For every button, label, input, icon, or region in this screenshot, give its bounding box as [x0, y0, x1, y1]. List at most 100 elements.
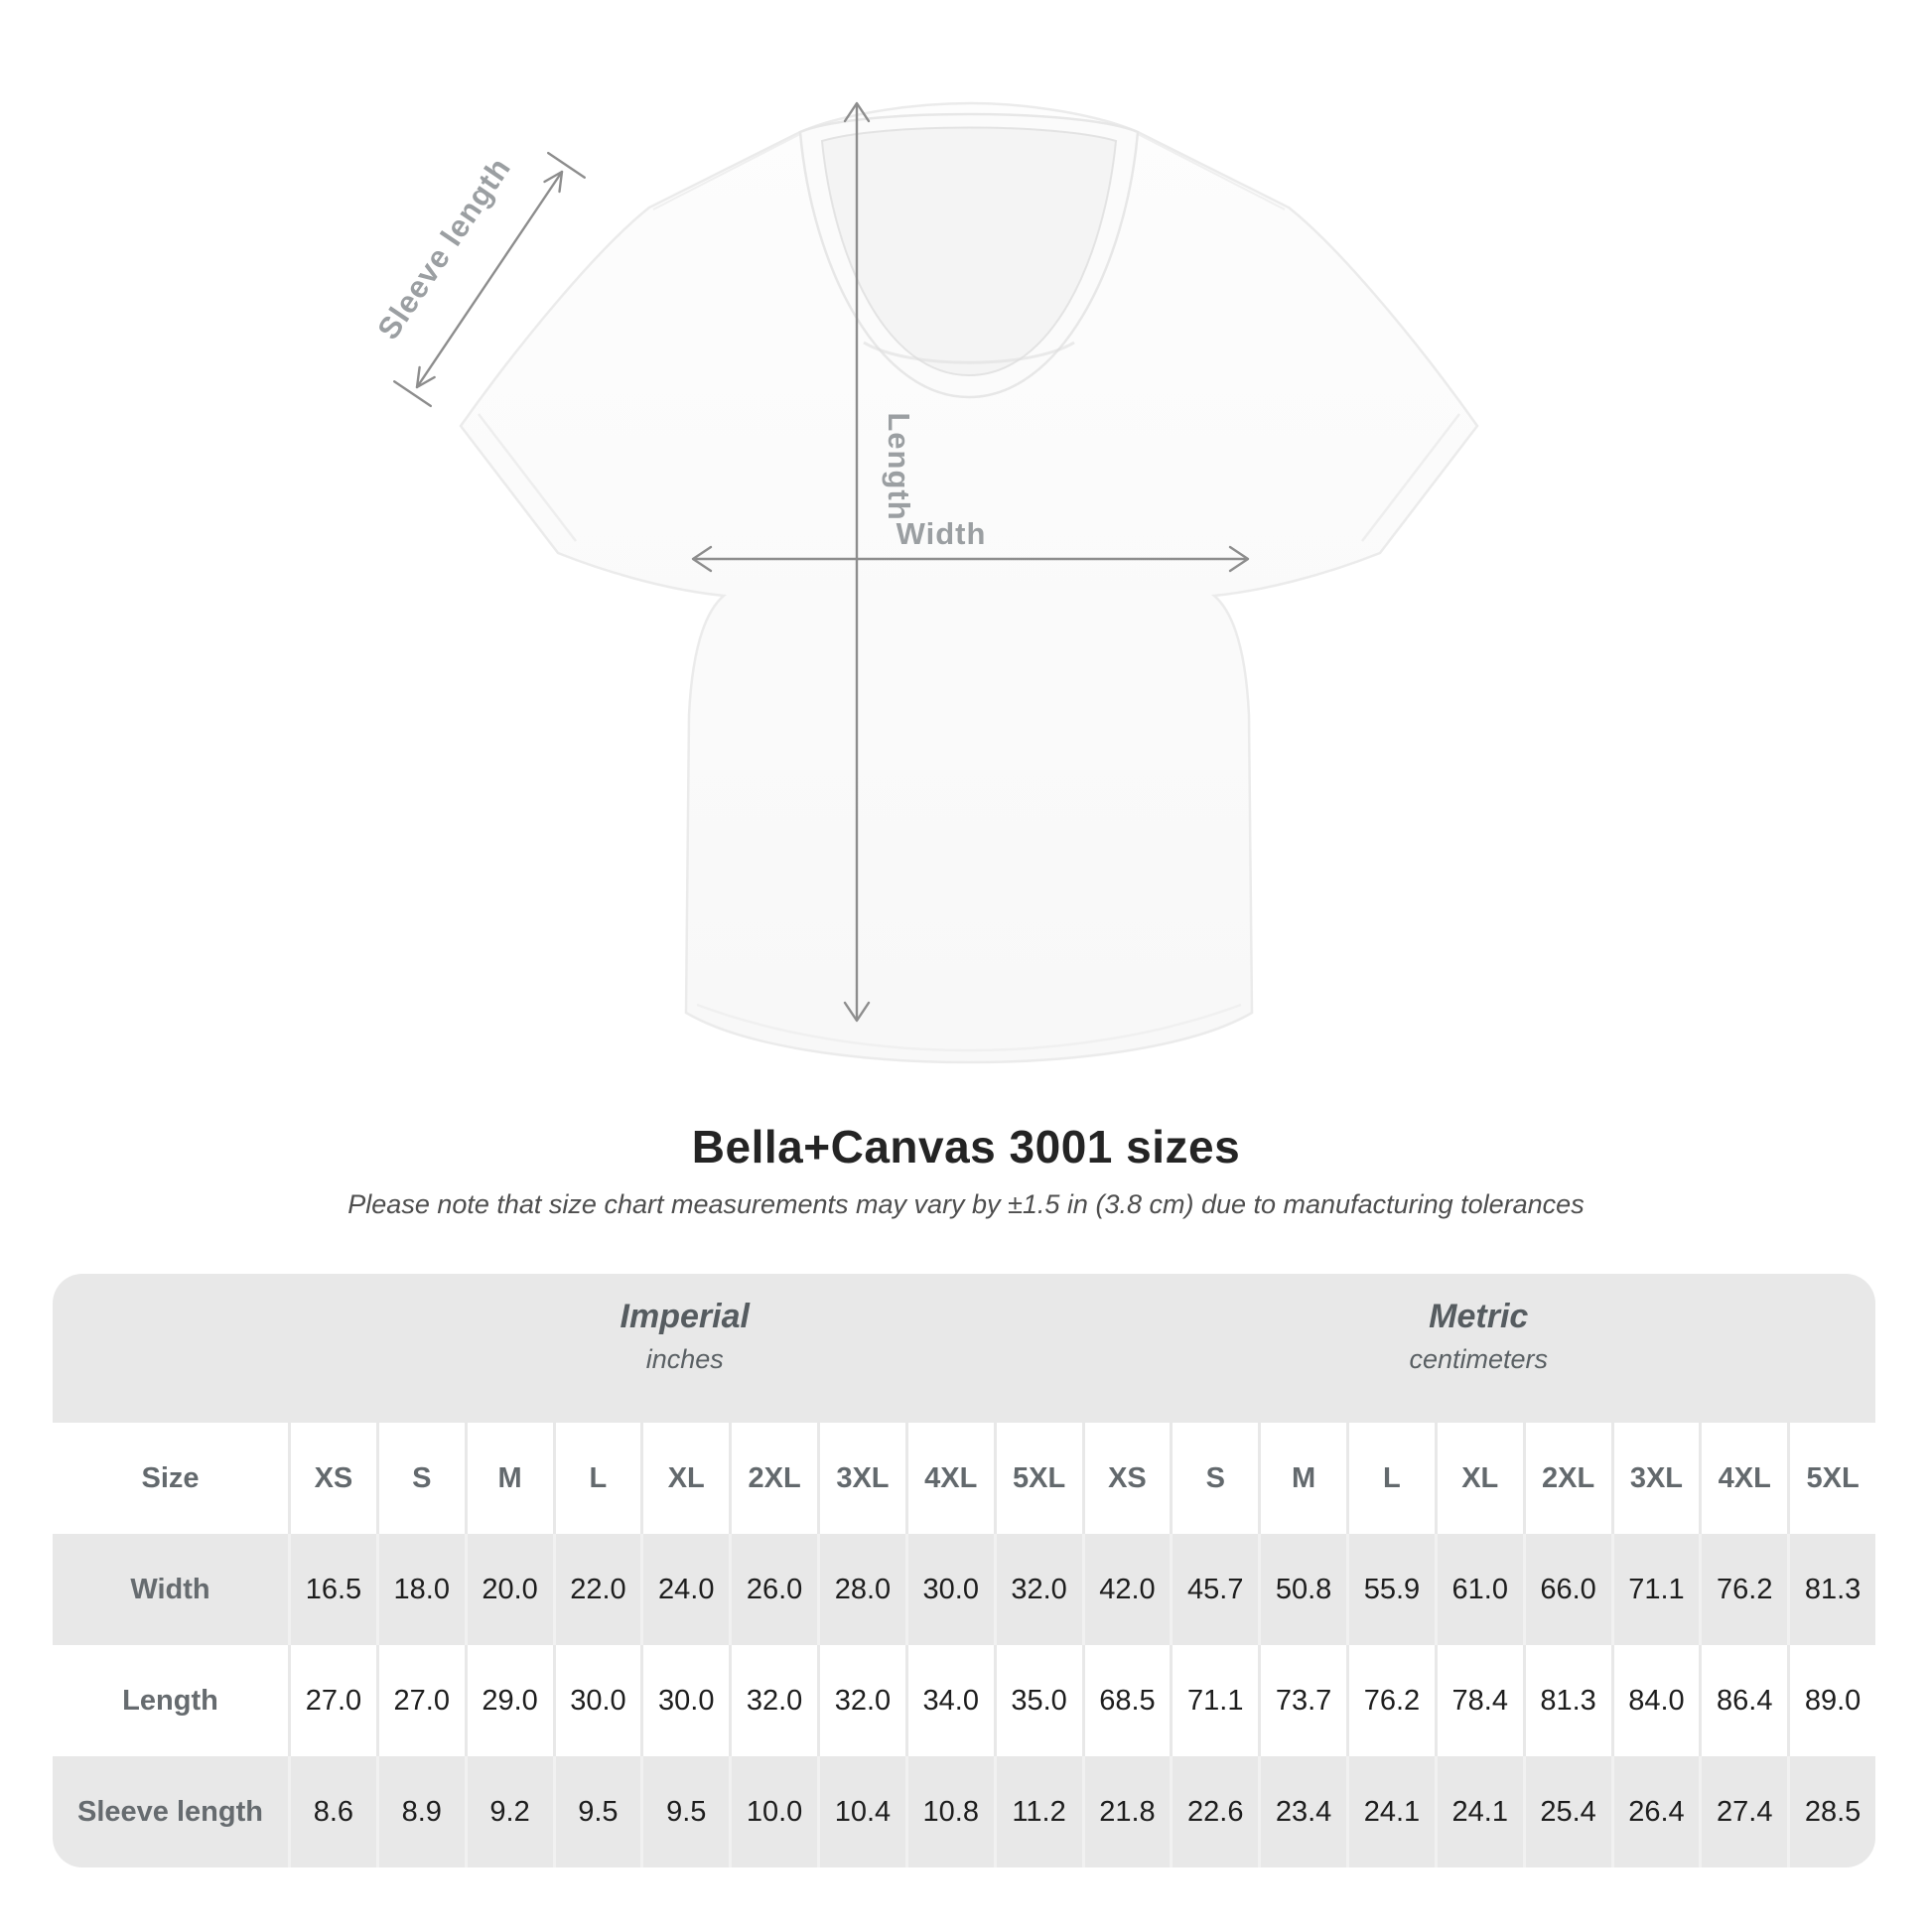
size-header-cell: M — [1258, 1423, 1346, 1534]
value-cell: 27.0 — [375, 1645, 465, 1756]
value-cell: 24.0 — [640, 1534, 729, 1645]
size-header-cell: 2XL — [729, 1423, 817, 1534]
value-cell: 89.0 — [1787, 1645, 1875, 1756]
width-dimension-arrow — [691, 545, 1250, 573]
row-label-cell: Width — [130, 1573, 210, 1605]
value-cell: 18.0 — [375, 1534, 465, 1645]
size-header-cell: L — [1346, 1423, 1435, 1534]
value-cell: 34.0 — [904, 1645, 994, 1756]
value-cell: 10.0 — [729, 1756, 817, 1867]
value-cell: 81.3 — [1522, 1645, 1611, 1756]
value-cell: 9.2 — [464, 1756, 553, 1867]
size-header-cell: XS — [1081, 1423, 1171, 1534]
value-cell: 24.1 — [1434, 1756, 1523, 1867]
metric-label: Metric — [1429, 1298, 1529, 1335]
size-header-cell: 5XL — [993, 1423, 1082, 1534]
value-cell: 9.5 — [640, 1756, 729, 1867]
metric-sublabel: centimeters — [1409, 1344, 1549, 1374]
row-label-cell: Length — [122, 1684, 218, 1717]
table-row-sleeve-length: Sleeve length 8.6 8.9 9.2 9.5 9.5 10.0 1… — [53, 1756, 1875, 1867]
length-dimension-arrow — [843, 101, 871, 1023]
imperial-label: Imperial — [620, 1298, 750, 1335]
tshirt-measurement-diagram: Length Width Sleeve length — [370, 101, 1479, 1064]
value-cell: 8.9 — [375, 1756, 465, 1867]
value-cell: 61.0 — [1434, 1534, 1523, 1645]
size-header-cell: 2XL — [1522, 1423, 1611, 1534]
value-cell: 32.0 — [993, 1534, 1082, 1645]
shoulder-seam-right — [1137, 133, 1286, 210]
width-label: Width — [897, 516, 987, 551]
tshirt-body — [459, 101, 1479, 1064]
cuff-seam-right — [1361, 413, 1460, 542]
value-cell: 76.2 — [1346, 1645, 1435, 1756]
size-header-cell: 4XL — [904, 1423, 994, 1534]
value-cell: 86.4 — [1699, 1645, 1787, 1756]
value-cell: 27.0 — [288, 1645, 376, 1756]
table-row-width: Width 16.5 18.0 20.0 22.0 24.0 26.0 28.0… — [53, 1534, 1875, 1645]
value-cell: 76.2 — [1699, 1534, 1787, 1645]
value-cell: 68.5 — [1081, 1645, 1171, 1756]
value-cell: 30.0 — [552, 1645, 641, 1756]
size-column-header: Size — [141, 1461, 200, 1494]
unit-band-spacer — [53, 1274, 288, 1423]
sleeve-length-label: Sleeve length — [370, 151, 517, 345]
value-cell: 81.3 — [1787, 1534, 1875, 1645]
value-cell: 23.4 — [1258, 1756, 1346, 1867]
value-cell: 10.8 — [904, 1756, 994, 1867]
size-header-cell: XL — [1434, 1423, 1523, 1534]
tolerance-note: Please note that size chart measurements… — [347, 1189, 1585, 1219]
size-header-cell: 3XL — [1610, 1423, 1700, 1534]
value-cell: 71.1 — [1170, 1645, 1258, 1756]
size-header-cell: 3XL — [817, 1423, 905, 1534]
size-header-cell: XS — [288, 1423, 376, 1534]
unit-band: Imperial inches Metric centimeters — [53, 1274, 1875, 1423]
value-cell: 45.7 — [1170, 1534, 1258, 1645]
value-cell: 27.4 — [1699, 1756, 1787, 1867]
value-cell: 28.5 — [1787, 1756, 1875, 1867]
table-row-length: Length 27.0 27.0 29.0 30.0 30.0 32.0 32.… — [53, 1645, 1875, 1756]
value-cell: 66.0 — [1522, 1534, 1611, 1645]
row-label-cell: Sleeve length — [77, 1795, 263, 1828]
value-cell: 25.4 — [1522, 1756, 1611, 1867]
size-header-cell: 5XL — [1787, 1423, 1875, 1534]
cuff-seam-left — [478, 413, 577, 542]
value-cell: 26.4 — [1610, 1756, 1700, 1867]
value-cell: 16.5 — [288, 1534, 376, 1645]
shoulder-seam-left — [652, 133, 801, 210]
size-header-cell: L — [552, 1423, 641, 1534]
size-header-row: Size XS S M L XL 2XL 3XL 4XL 5XL XS S M … — [53, 1423, 1875, 1534]
value-cell: 42.0 — [1081, 1534, 1171, 1645]
heading-block: Bella+Canvas 3001 sizes Please note that… — [0, 1120, 1932, 1220]
value-cell: 71.1 — [1610, 1534, 1700, 1645]
size-header-cell: M — [464, 1423, 553, 1534]
imperial-sublabel: inches — [645, 1344, 724, 1374]
value-cell: 26.0 — [729, 1534, 817, 1645]
size-header-cell: S — [1170, 1423, 1258, 1534]
value-cell: 55.9 — [1346, 1534, 1435, 1645]
value-cell: 8.6 — [288, 1756, 376, 1867]
size-header-cell: 4XL — [1699, 1423, 1787, 1534]
value-cell: 22.6 — [1170, 1756, 1258, 1867]
value-cell: 21.8 — [1081, 1756, 1171, 1867]
value-cell: 32.0 — [817, 1645, 905, 1756]
page-title: Bella+Canvas 3001 sizes — [691, 1121, 1241, 1173]
value-cell: 35.0 — [993, 1645, 1082, 1756]
value-cell: 10.4 — [817, 1756, 905, 1867]
value-cell: 50.8 — [1258, 1534, 1346, 1645]
value-cell: 30.0 — [640, 1645, 729, 1756]
value-cell: 28.0 — [817, 1534, 905, 1645]
value-cell: 20.0 — [464, 1534, 553, 1645]
hem-stitch — [696, 1003, 1242, 1052]
value-cell: 24.1 — [1346, 1756, 1435, 1867]
size-table: Imperial inches Metric centimeters Size … — [53, 1274, 1875, 1867]
value-cell: 11.2 — [993, 1756, 1082, 1867]
unit-group-imperial: Imperial inches — [288, 1274, 1082, 1423]
size-header-cell: XL — [640, 1423, 729, 1534]
unit-group-metric: Metric centimeters — [1082, 1274, 1876, 1423]
value-cell: 29.0 — [464, 1645, 553, 1756]
value-cell: 30.0 — [904, 1534, 994, 1645]
size-header-cell: S — [375, 1423, 465, 1534]
sleeve-length-dimension-arrow — [393, 151, 586, 408]
value-cell: 78.4 — [1434, 1645, 1523, 1756]
